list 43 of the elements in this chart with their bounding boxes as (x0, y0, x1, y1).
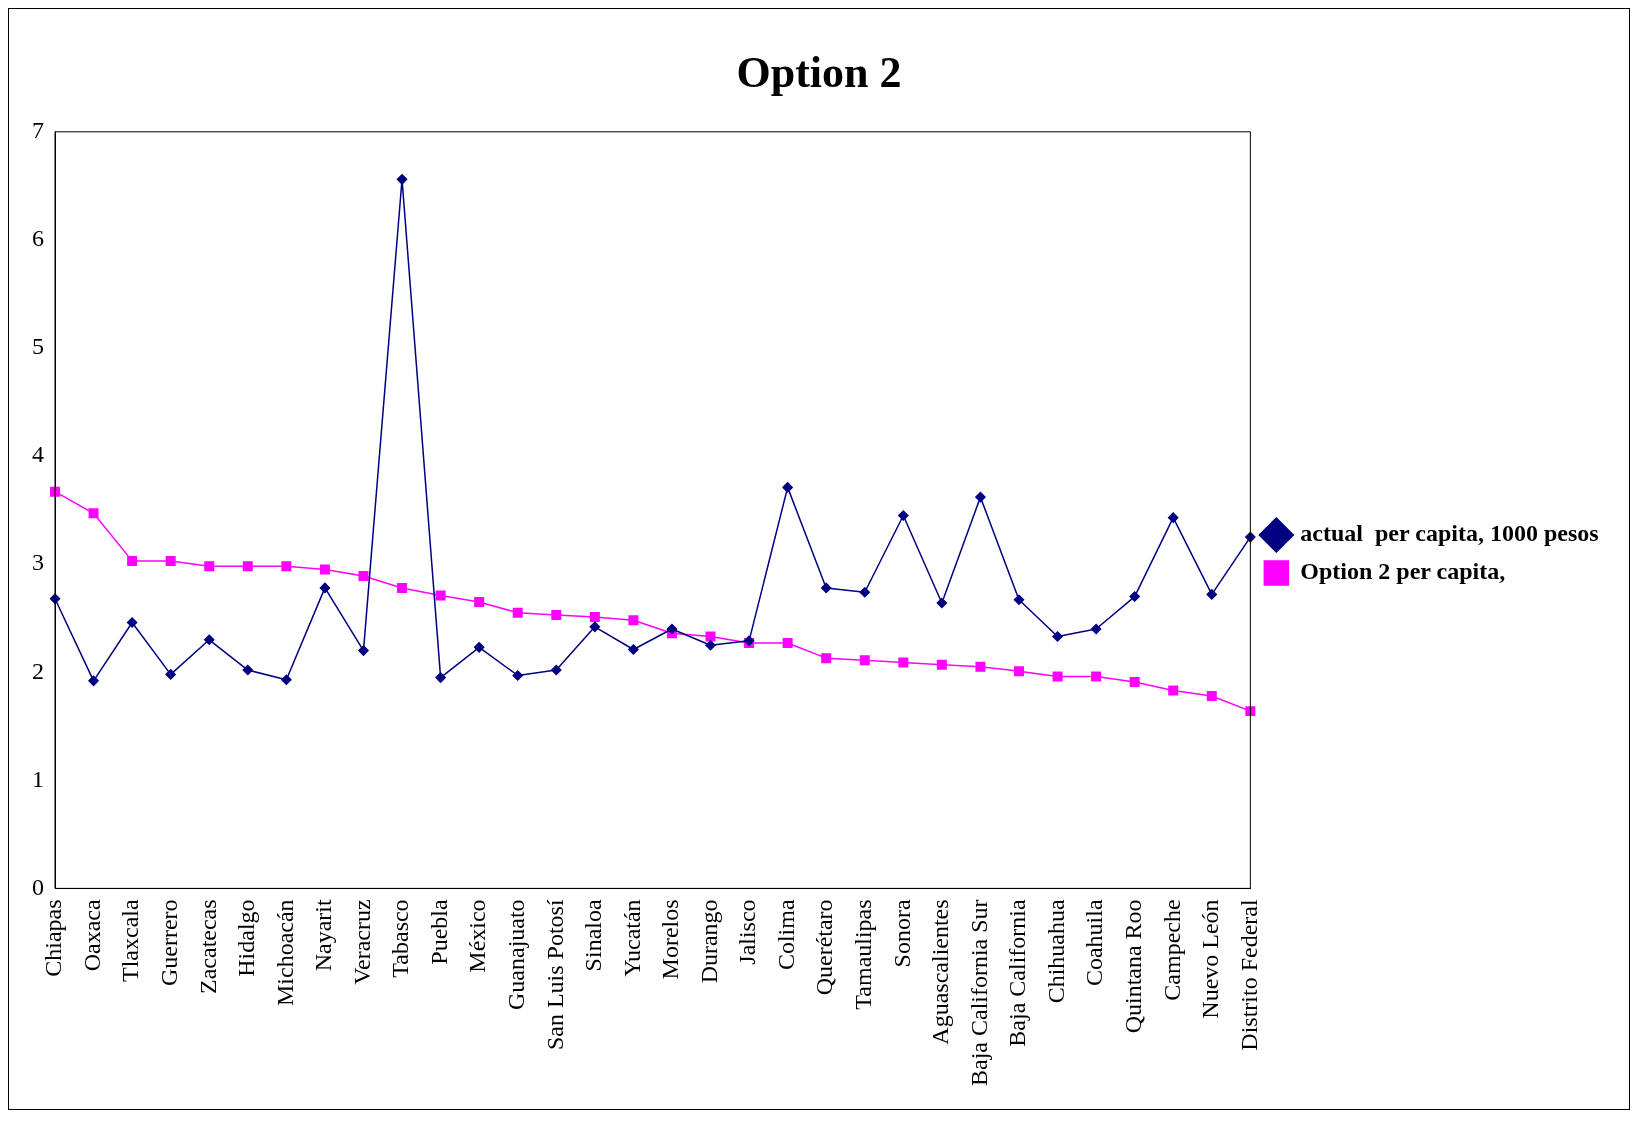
x-tick-label: Guerrero (155, 899, 182, 986)
x-tick-label: Hidalgo (233, 899, 260, 977)
legend-label: Option 2 per capita, (1300, 558, 1506, 585)
x-tick-label: Chiapas (40, 899, 67, 977)
chart-title: Option 2 (736, 47, 902, 97)
x-tick-label: Querétaro (811, 899, 838, 996)
x-tick-label: Morelos (657, 899, 684, 980)
y-tick-label: 2 (32, 657, 44, 684)
y-tick-label: 6 (32, 225, 44, 252)
y-tick-label: 7 (32, 117, 44, 144)
x-tick-label: Guanajuato (503, 899, 530, 1010)
x-tick-label: Yucatán (618, 899, 645, 977)
x-tick-label: Tabasco (387, 899, 414, 978)
x-tick-label: Nayarit (310, 899, 337, 972)
x-tick-label: Baja California Sur (965, 899, 992, 1086)
x-tick-label: Nuevo León (1197, 899, 1224, 1019)
x-tick-label: Aguascalientes (927, 899, 954, 1045)
x-tick-label: San Luis Potosí (541, 899, 568, 1051)
x-tick-label: Puebla (425, 899, 452, 965)
x-tick-label: Baja California (1004, 899, 1031, 1047)
x-tick-label: Oaxaca (78, 899, 105, 972)
x-tick-label: Zacatecas (194, 899, 221, 994)
x-tick-label: Jalisco (734, 899, 761, 965)
legend-label: actual per capita, 1000 pesos (1300, 520, 1599, 547)
x-tick-label: Quintana Roo (1119, 899, 1146, 1034)
x-tick-label: Tamaulipas (850, 899, 877, 1010)
x-tick-label: Durango (695, 899, 722, 984)
y-tick-label: 5 (32, 333, 44, 360)
x-tick-label: Distrito Federal (1235, 899, 1262, 1051)
x-tick-label: Michoacán (271, 899, 298, 1006)
x-tick-label: México (464, 899, 491, 973)
x-tick-label: Sonora (888, 899, 915, 968)
x-tick-label: Veracruz (348, 899, 375, 985)
x-tick-label: Colima (772, 899, 799, 971)
y-tick-label: 4 (32, 441, 44, 468)
y-tick-label: 1 (32, 765, 44, 792)
x-tick-label: Chihuahua (1042, 899, 1069, 1004)
y-tick-label: 3 (32, 549, 44, 576)
x-tick-label: Tlaxcala (117, 899, 144, 982)
x-tick-label: Coahuila (1081, 899, 1108, 987)
x-tick-label: Campeche (1158, 899, 1185, 1001)
x-tick-label: Sinaloa (580, 899, 607, 972)
y-tick-label: 0 (32, 873, 44, 900)
